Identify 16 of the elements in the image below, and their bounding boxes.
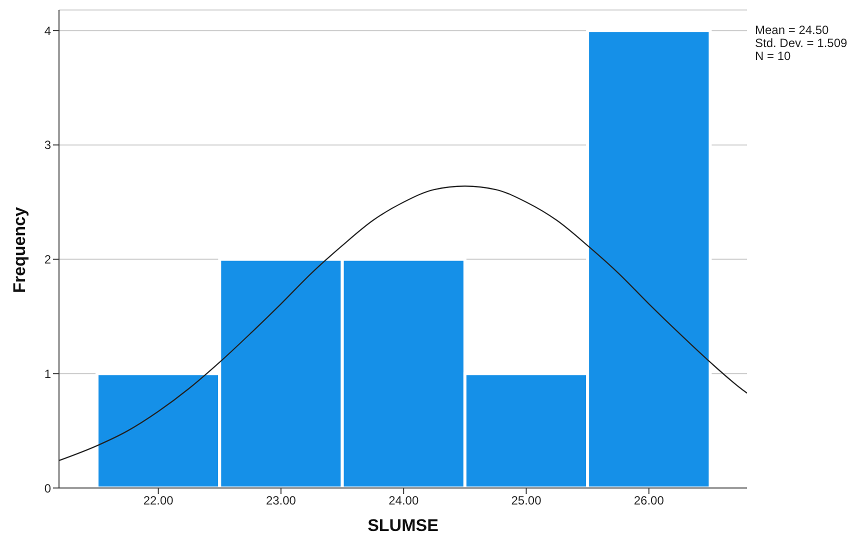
text: Std. Dev. = 1.509 xyxy=(755,36,848,50)
y-tick-label: 3 xyxy=(44,138,52,152)
line-series xyxy=(59,186,747,462)
x-tick-label: 25.00 xyxy=(511,494,542,508)
y-axis-title: Frequency xyxy=(9,206,30,295)
y-tick-label: 2 xyxy=(44,252,52,267)
x-axis-title: SLUMSE xyxy=(366,515,440,537)
x-tick-label: 26.00 xyxy=(634,494,664,508)
text: N = 10 xyxy=(755,49,792,63)
x-tick-label: 24.00 xyxy=(388,494,419,508)
x-tick-label: 23.00 xyxy=(266,494,296,508)
y-tick-label: 4 xyxy=(44,24,52,38)
text: Mean = 24.50 xyxy=(755,23,830,37)
y-tick-label: 1 xyxy=(44,366,52,381)
x-tick-label: 22.00 xyxy=(143,494,174,508)
y-tick-label: 0 xyxy=(44,481,52,496)
